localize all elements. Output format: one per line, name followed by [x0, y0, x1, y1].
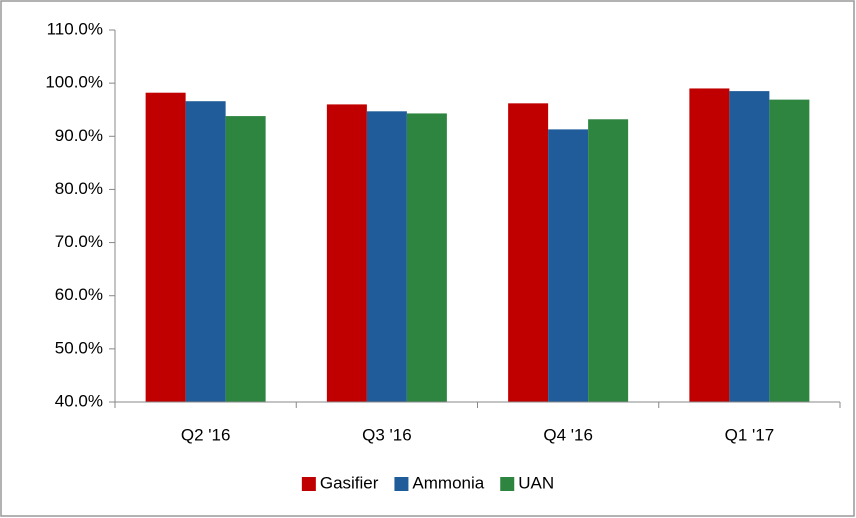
x-tick-label: Q1 '17: [725, 425, 775, 444]
bar: [145, 92, 186, 403]
bar: [769, 99, 810, 403]
bar: [326, 104, 367, 403]
x-tick-label: Q4 '16: [543, 425, 593, 444]
bar: [406, 113, 447, 402]
legend-swatch: [500, 477, 515, 491]
y-tick-label: 40.0%: [55, 391, 103, 410]
y-tick-label: 110.0%: [47, 19, 103, 38]
bar: [508, 103, 549, 402]
bar: [185, 101, 226, 402]
legend-label: Ammonia: [412, 473, 484, 492]
legend-swatch: [301, 477, 316, 491]
x-tick-label: Q3 '16: [362, 425, 412, 444]
bar: [588, 119, 629, 402]
legend-label: Gasifier: [320, 473, 379, 492]
bar: [548, 129, 589, 402]
y-tick-label: 90.0%: [55, 126, 103, 145]
legend-swatch: [394, 477, 409, 491]
bar: [366, 111, 407, 403]
y-tick-label: 100.0%: [45, 73, 103, 92]
legend-label: UAN: [518, 473, 554, 492]
y-tick-label: 80.0%: [55, 179, 103, 198]
y-tick-label: 50.0%: [55, 338, 103, 357]
y-tick-label: 70.0%: [55, 232, 103, 251]
y-tick-label: 60.0%: [55, 285, 103, 304]
bar: [225, 116, 266, 402]
x-tick-label: Q2 '16: [181, 425, 231, 444]
bar: [729, 91, 770, 402]
bar: [689, 88, 730, 402]
